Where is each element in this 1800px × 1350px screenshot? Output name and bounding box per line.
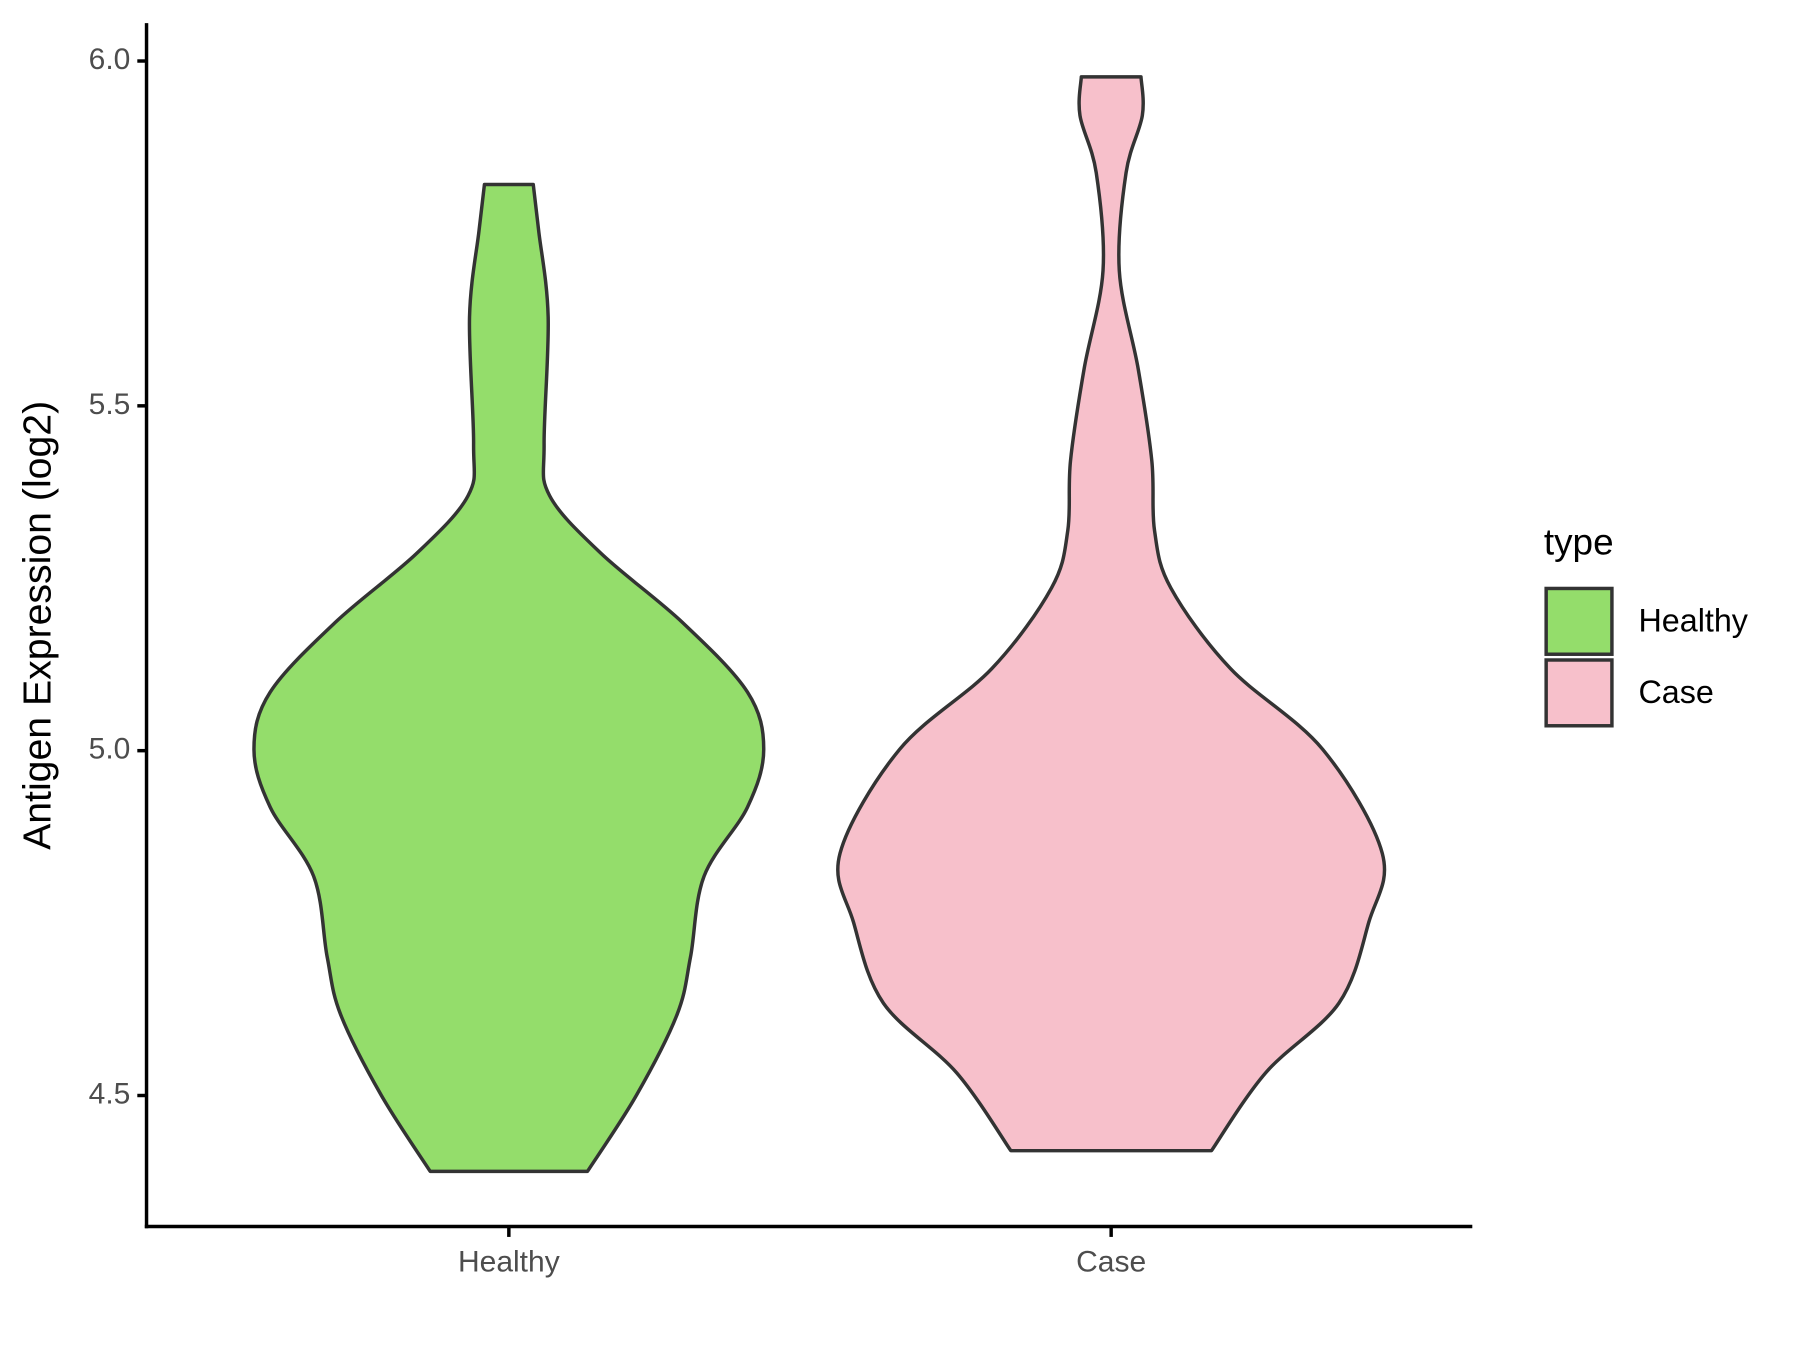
- legend-key: [1544, 658, 1614, 728]
- legend-key: [1544, 586, 1614, 656]
- y-tick-label: 5.0: [89, 733, 131, 766]
- violin: [252, 182, 766, 1174]
- y-tick-label: 5.5: [89, 388, 131, 421]
- y-tick-label: 4.5: [89, 1077, 131, 1110]
- legend-label: Case: [1638, 674, 1713, 710]
- x-tick-label: Healthy: [458, 1245, 560, 1278]
- y-tick-label: 6.0: [89, 43, 131, 76]
- violin: [836, 75, 1387, 1153]
- y-axis-label: Antigen Expression (log2): [16, 401, 60, 850]
- legend-title: type: [1544, 521, 1614, 562]
- x-tick-label: Case: [1076, 1245, 1146, 1278]
- legend-label: Healthy: [1638, 603, 1748, 639]
